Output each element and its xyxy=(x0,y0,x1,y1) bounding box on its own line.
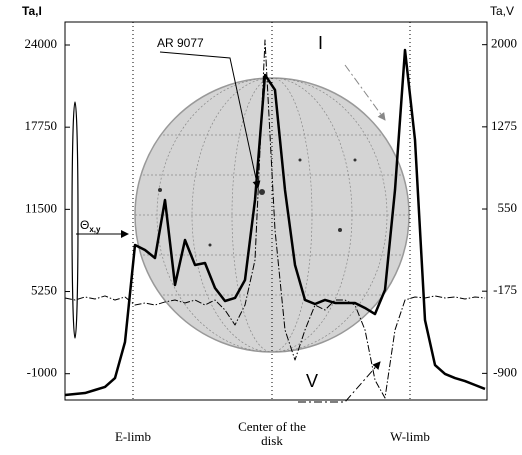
y2-tick-label: -175 xyxy=(493,282,517,297)
y2-axis-label: Ta,V xyxy=(490,4,514,18)
arrow xyxy=(159,51,261,189)
y-tick-label: 11500 xyxy=(25,200,57,215)
theta-ellipse xyxy=(71,101,79,339)
x-label: E-limb xyxy=(114,429,152,444)
y-tick-label: 5250 xyxy=(31,283,57,298)
line-i xyxy=(64,48,486,397)
arrow xyxy=(344,64,386,121)
theta-label: Θx,y xyxy=(80,218,101,234)
y-tick-label: -1000 xyxy=(27,365,57,380)
x-label: Center of the disk xyxy=(238,419,306,448)
annotation: AR 9077 xyxy=(157,36,204,50)
y-tick-label: 17750 xyxy=(25,118,58,133)
solar-disk xyxy=(134,77,410,353)
annotation: I xyxy=(318,33,323,53)
y-axis-label: Ta,I xyxy=(22,4,42,18)
y2-tick-label: 2000 xyxy=(491,36,517,51)
line-v xyxy=(64,39,486,399)
y-tick-label: 24000 xyxy=(25,36,58,51)
y2-tick-label: 1275 xyxy=(491,118,517,133)
plot-frame xyxy=(64,21,488,401)
y2-tick-label: -900 xyxy=(493,364,517,379)
y2-tick-label: 550 xyxy=(498,200,518,215)
annotation: V xyxy=(306,371,318,391)
x-label: W-limb xyxy=(390,429,430,444)
arrow xyxy=(298,361,381,403)
